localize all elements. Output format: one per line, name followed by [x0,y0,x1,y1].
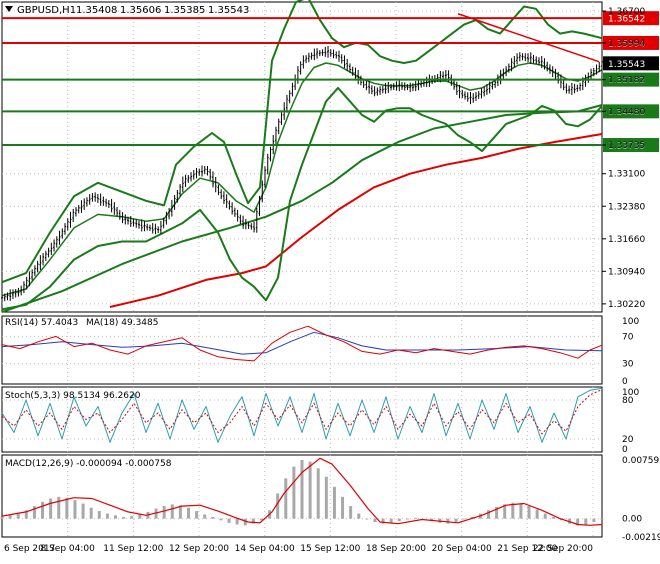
rsi-ma-label: MA(18) 49.3485 [86,318,158,328]
stoch-tick-label: 100 [622,388,639,398]
x-tick-label: 14 Sep 04:00 [235,544,295,554]
main-panel-frame [1,1,603,313]
panel-frames [1,1,603,538]
bollinger-middle-line [1,62,603,297]
panel-titles: GBPUSD,H1 1.35408 1.35606 1.35385 1.3554… [5,5,249,469]
y-tick-label: 1.35994 [608,39,645,49]
green-level-price-tag [603,104,659,119]
y-tick-label: 1.30220 [608,300,645,310]
trend-line [457,13,600,63]
x-tick-label: 6 Sep 2017 [4,544,55,554]
chevron-down-icon[interactable] [5,6,13,12]
green-level-price-tag [603,138,659,153]
ohlc-close: 1.35543 [208,5,249,16]
x-tick-label: 15 Sep 12:00 [300,544,360,554]
green-level-price-tag-text: 1.35182 [608,76,645,86]
rsi-tick-label: 70 [622,332,634,342]
stoch-label: Stoch(5,3,3) 98.5134 96.2620 [5,391,141,401]
y-tick-label: 1.34480 [608,107,645,117]
stoch-tick-label: 80 [622,396,634,406]
y-tick-label: 1.32380 [608,202,645,212]
current-price-price-tag-text: 1.35543 [608,60,645,70]
y-tick-label: 1.33100 [608,170,645,180]
macd-tick-label: -0.002195 [622,533,660,543]
rsi-tick-label: 30 [622,360,634,370]
x-tick-label: 11 Sep 12:00 [103,544,163,554]
x-tick-label: 8 Sep 04:00 [40,544,95,554]
macd-series [0,457,604,526]
y-tick-label: 1.36700 [608,7,645,17]
red-level-price-tag-text: 1.36542 [608,15,645,25]
green-level-price-tag-text: 1.34480 [608,108,645,118]
macd-tick-label: 0.007595 [622,456,660,466]
bollinger-upper-line [1,0,603,284]
rsi-label: RSI(14) 57.4043 [5,318,78,328]
rsi-ma-line [1,331,603,355]
sma-green-line [1,104,603,313]
x-tick-label: 18 Sep 20:00 [366,544,426,554]
main-price-series [1,0,603,313]
y-tick-label: 1.35182 [608,76,645,86]
sma-red-line [109,133,603,308]
macd-label: MACD(12,26,9) -0.000094 -0.000758 [5,459,172,469]
green-level-price-tag-text: 1.33735 [608,142,645,152]
rsi-series [1,325,603,362]
rsi-panel-frame [1,315,603,385]
rsi-tick-label: 0 [622,377,628,387]
ohlc-high: 1.35606 [120,5,161,16]
stoch-tick-label: 0 [622,445,628,455]
stoch-main-line [1,387,603,443]
stoch-series [1,387,603,443]
bollinger-lower-line [1,86,603,311]
red-level-price-tag [603,35,659,50]
x-tick-label: 21 Sep 12:00 [497,544,557,554]
y-tick-label: 1.31660 [608,235,645,245]
rsi-line [1,325,603,362]
x-tick-label: 22 Sep 20:00 [533,544,593,554]
stoch-tick-label: 20 [622,435,634,445]
current-price-price-tag [603,56,659,71]
ohlc-low: 1.35385 [164,5,205,16]
x-tick-label: 20 Sep 04:00 [432,544,492,554]
red-level-price-tag-text: 1.35994 [608,39,645,49]
macd-tick-label: 0.00 [622,515,642,525]
red-level-price-tag [603,11,659,26]
y-tick-label: 1.33735 [608,141,645,151]
x-tick-label: 12 Sep 20:00 [169,544,229,554]
stoch-signal-line [1,389,603,435]
symbol-label: GBPUSD,H1 [17,5,76,16]
rsi-tick-label: 100 [622,317,639,327]
green-level-price-tag [603,72,659,87]
y-tick-label: 1.30940 [608,267,645,277]
ohlc-open: 1.35408 [76,5,117,16]
price-levels: 1.36542 1.35994 1.35182 1.34480 1.33735 1.355… [2,11,659,153]
macd-signal-line [1,457,603,526]
